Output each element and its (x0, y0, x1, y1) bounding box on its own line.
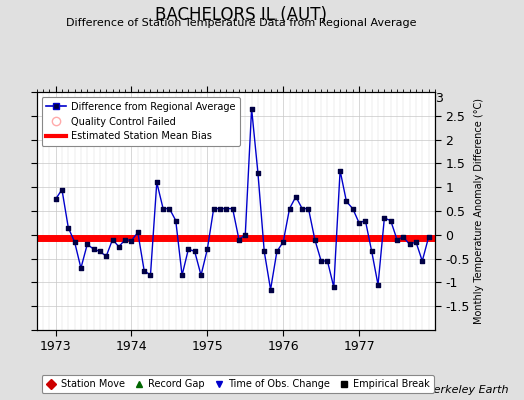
Point (424, 234, 433, 240)
Point (336, 167, 344, 174)
Point (90, 246, 98, 252)
Point (134, 229, 142, 236)
Point (311, 236, 319, 243)
Point (115, 244, 123, 250)
Point (292, 194, 300, 200)
Point (70, 239, 79, 245)
Point (317, 258, 325, 264)
Point (304, 206, 313, 212)
Point (254, 170, 262, 176)
Legend: Difference from Regional Average, Quality Control Failed, Estimated Station Mean: Difference from Regional Average, Qualit… (41, 97, 240, 146)
Point (222, 206, 231, 212)
Point (247, 106, 256, 112)
Point (241, 232, 249, 238)
Point (216, 206, 224, 212)
Point (279, 239, 287, 245)
Point (184, 246, 193, 252)
Point (298, 206, 307, 212)
Point (374, 282, 382, 288)
Point (260, 248, 268, 255)
Point (235, 236, 243, 243)
Point (108, 236, 117, 243)
Text: Difference of Station Temperature Data from Regional Average: Difference of Station Temperature Data f… (66, 18, 416, 28)
Point (348, 206, 357, 212)
Point (58, 186, 66, 193)
Legend: Station Move, Record Gap, Time of Obs. Change, Empirical Break: Station Move, Record Gap, Time of Obs. C… (41, 375, 434, 393)
Point (399, 234, 408, 240)
Point (228, 206, 237, 212)
Point (191, 248, 199, 255)
Point (387, 217, 395, 224)
Point (96, 248, 104, 255)
Point (342, 198, 351, 205)
Text: Berkeley Earth: Berkeley Earth (426, 385, 508, 395)
Point (127, 237, 136, 244)
Text: BACHELORS IL (AUT): BACHELORS IL (AUT) (155, 6, 327, 24)
Point (393, 236, 401, 243)
Point (146, 272, 155, 278)
Point (355, 220, 363, 226)
Point (323, 258, 332, 264)
Point (77, 265, 85, 271)
Point (197, 272, 205, 278)
Point (51, 196, 60, 202)
Point (266, 286, 275, 293)
Point (361, 217, 369, 224)
Point (165, 206, 173, 212)
Point (286, 206, 294, 212)
Text: 3: 3 (435, 92, 443, 105)
Point (83, 241, 92, 248)
Point (367, 248, 376, 255)
Point (171, 217, 180, 224)
Point (178, 272, 186, 278)
Point (272, 248, 281, 255)
Y-axis label: Monthly Temperature Anomaly Difference (°C): Monthly Temperature Anomaly Difference (… (474, 98, 484, 324)
Point (121, 236, 129, 243)
Point (380, 215, 388, 221)
Point (412, 239, 420, 245)
Point (102, 253, 111, 260)
Point (159, 206, 167, 212)
Point (64, 224, 72, 231)
Point (152, 179, 161, 186)
Point (140, 267, 148, 274)
Point (203, 246, 212, 252)
Point (210, 206, 218, 212)
Point (418, 258, 427, 264)
Point (406, 241, 414, 248)
Point (330, 284, 338, 290)
